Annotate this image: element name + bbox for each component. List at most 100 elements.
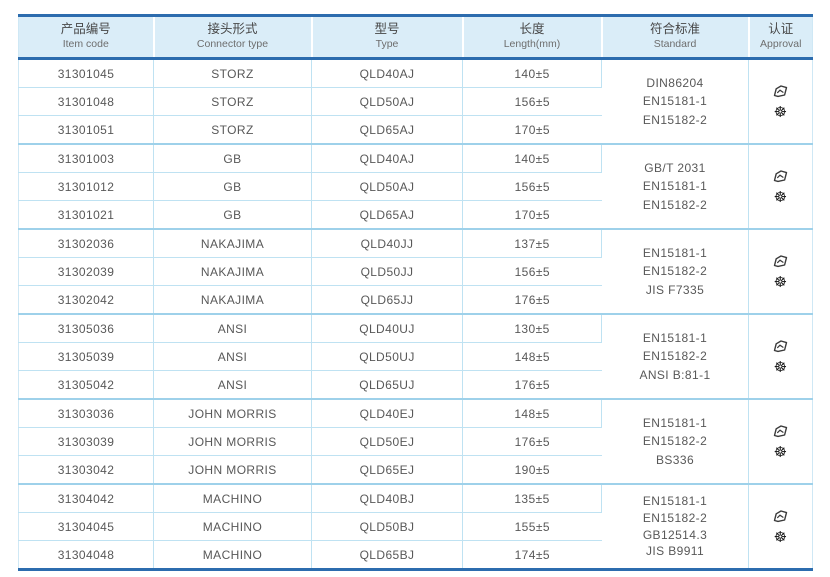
item-code-cell: 31302036 (18, 229, 154, 258)
type-cell: QLD50UJ (311, 342, 463, 371)
standard-line: EN15181-1 (642, 493, 708, 508)
length-cell: 176±5 (462, 285, 602, 315)
item-code-cell: 31305042 (18, 370, 154, 400)
item-code-cell: 31301003 (18, 144, 154, 173)
type-cell: QLD40EJ (311, 399, 463, 428)
header-standard-en: Standard (653, 37, 697, 50)
standard-line: ANSI B:81-1 (639, 367, 711, 382)
type-approval-mark-icon (772, 424, 789, 438)
length-cell: 156±5 (462, 257, 602, 286)
item-code-cell: 31302042 (18, 285, 154, 315)
table-header: 产品编号 Item code 接头形式 Connector type 型号 Ty… (18, 15, 813, 60)
table-row: 31305042 ANSI QLD65UJ 176±5 (18, 370, 813, 400)
header-type: 型号 Type (311, 15, 464, 60)
type-cell: QLD65AJ (311, 200, 463, 230)
length-cell: 148±5 (462, 342, 602, 371)
length-cell: 190±5 (462, 455, 602, 485)
standard-line: JIS F7335 (645, 282, 705, 297)
standard-cell: EN15181-1 EN15182-2 GB12514.3 JIS B9911 (601, 484, 749, 571)
connector-type-cell: NAKAJIMA (153, 257, 312, 286)
standard-cell: EN15181-1 EN15182-2 JIS F7335 (601, 229, 749, 315)
length-cell: 174±5 (462, 540, 602, 571)
type-cell: QLD50AJ (311, 172, 463, 201)
standard-line: EN15181-1 (642, 330, 708, 345)
connector-type-cell: STORZ (153, 115, 312, 145)
header-connector-type-zh: 接头形式 (207, 22, 258, 36)
standard-line: GB/T 2031 (644, 160, 706, 175)
type-cell: QLD50EJ (311, 427, 463, 456)
type-approval-mark-icon (772, 254, 789, 268)
connector-type-cell: JOHN MORRIS (153, 455, 312, 485)
standard-line: EN15182-2 (642, 112, 708, 127)
approval-cell: ☸ (748, 144, 813, 230)
type-cell: QLD65JJ (311, 285, 463, 315)
connector-type-cell: ANSI (153, 370, 312, 400)
wheelmark-icon: ☸ (773, 527, 788, 546)
type-cell: QLD50BJ (311, 512, 463, 541)
connector-type-cell: GB (153, 200, 312, 230)
standard-cell: GB/T 2031 EN15181-1 EN15182-2 (601, 144, 749, 230)
length-cell: 137±5 (462, 229, 602, 258)
header-approval: 认证 Approval (748, 15, 813, 60)
type-cell: QLD40BJ (311, 484, 463, 513)
table-row: 31302036 NAKAJIMA QLD40JJ 137±5 EN15181-1 EN1… (18, 229, 813, 315)
connector-type-cell: NAKAJIMA (153, 285, 312, 315)
table-row: 31302042 NAKAJIMA QLD65JJ 176±5 (18, 285, 813, 315)
connector-type-cell: MACHINO (153, 484, 312, 513)
header-length: 长度 Length(mm) (462, 15, 603, 60)
type-approval-mark-icon (772, 169, 789, 183)
standard-line: JIS B9911 (645, 544, 705, 559)
header-type-en: Type (375, 37, 399, 50)
standard-line: EN15181-1 (642, 415, 708, 430)
item-code-cell: 31305036 (18, 314, 154, 343)
standard-line: EN15182-2 (642, 434, 708, 449)
standard-line: EN15182-2 (642, 349, 708, 364)
item-code-cell: 31301048 (18, 87, 154, 116)
header-item-code: 产品编号 Item code (18, 15, 155, 60)
item-code-cell: 31302039 (18, 257, 154, 286)
item-code-cell: 31303042 (18, 455, 154, 485)
table-row: 31304045 MACHINO QLD50BJ 155±5 (18, 512, 813, 541)
table-row: 31302039 NAKAJIMA QLD50JJ 156±5 (18, 257, 813, 286)
approval-cell: ☸ (748, 399, 813, 485)
header-connector-type-en: Connector type (196, 37, 269, 50)
approval-cell: ☸ (748, 229, 813, 315)
item-code-cell: 31303039 (18, 427, 154, 456)
standard-cell: DIN86204 EN15181-1 EN15182-2 (601, 58, 749, 145)
approval-cell: ☸ (748, 314, 813, 400)
table-row: 31303036 JOHN MORRIS QLD40EJ 148±5 EN15181-1… (18, 399, 813, 485)
wheelmark-icon: ☸ (773, 272, 788, 291)
standard-line: DIN86204 (646, 75, 704, 90)
standard-line: EN15182-2 (642, 197, 708, 212)
length-cell: 140±5 (462, 58, 602, 88)
type-approval-mark-icon (772, 339, 789, 353)
item-code-cell: 31301012 (18, 172, 154, 201)
header-type-zh: 型号 (374, 22, 400, 36)
table-row: 31301051 STORZ QLD65AJ 170±5 (18, 115, 813, 145)
table-row: 31305036 ANSI QLD40UJ 130±5 EN15181-1 EN15182… (18, 314, 813, 400)
length-cell: 170±5 (462, 200, 602, 230)
item-code-cell: 31303036 (18, 399, 154, 428)
item-code-cell: 31301045 (18, 58, 154, 88)
standard-cell: EN15181-1 EN15182-2 ANSI B:81-1 (601, 314, 749, 400)
approval-cell: ☸ (748, 484, 813, 571)
length-cell: 176±5 (462, 370, 602, 400)
connector-type-cell: ANSI (153, 342, 312, 371)
product-spec-table: 产品编号 Item code 接头形式 Connector type 型号 Ty… (18, 14, 813, 571)
length-cell: 170±5 (462, 115, 602, 145)
length-cell: 135±5 (462, 484, 602, 513)
standard-line: BS336 (655, 452, 695, 467)
type-cell: QLD50JJ (311, 257, 463, 286)
type-cell: QLD65EJ (311, 455, 463, 485)
type-cell: QLD50AJ (311, 87, 463, 116)
connector-type-cell: GB (153, 172, 312, 201)
connector-type-cell: JOHN MORRIS (153, 399, 312, 428)
type-approval-mark-icon (772, 84, 789, 98)
header-standard-zh: 符合标准 (649, 22, 700, 36)
connector-type-cell: MACHINO (153, 512, 312, 541)
connector-type-cell: MACHINO (153, 540, 312, 571)
item-code-cell: 31301021 (18, 200, 154, 230)
item-code-cell: 31304042 (18, 484, 154, 513)
length-cell: 176±5 (462, 427, 602, 456)
